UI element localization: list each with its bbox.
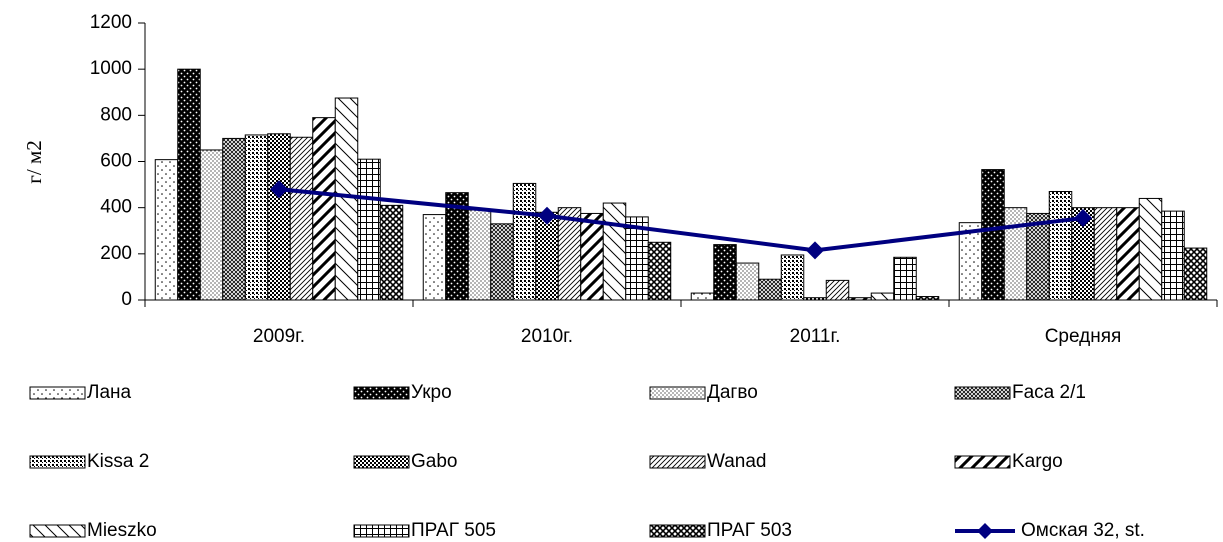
bar [357,158,381,301]
bar [1048,191,1073,301]
bar [981,169,1005,301]
bar [199,149,224,301]
legend-marker [977,523,993,539]
y-tick-label: 200 [100,243,132,264]
bar [289,136,314,301]
legend-swatch [29,455,86,469]
bar [893,256,917,301]
legend-swatch [353,386,410,400]
legend-swatch [649,455,706,469]
legend-label: ПРАГ 505 [411,520,496,541]
y-tick-label: 1200 [90,12,132,33]
legend-label: Faca 2/1 [1012,382,1086,403]
x-tick-label: 2010г. [521,326,573,347]
legend-label: Mieszko [87,520,157,541]
x-tick-label: 2009г. [253,326,305,347]
legend-label: ПРАГ 503 [707,520,792,541]
x-tick-label: Средняя [1045,326,1122,347]
legend-swatch [353,455,410,469]
legend-label: Омская 32, st. [1021,520,1145,541]
legend-swatch [649,386,706,400]
marker [1074,209,1092,228]
bar [848,297,872,301]
legend-swatch [649,524,706,538]
bar [177,68,201,301]
bar [758,278,782,301]
legend-label: Wanad [707,451,767,472]
legend-label: Дагво [707,382,758,403]
bar [713,244,737,301]
bar [580,212,604,301]
y-axis-label: г/ м2 [22,140,46,184]
line [278,187,1084,253]
bar [267,133,291,301]
bar [1116,207,1140,301]
legend-swatch [954,386,1011,400]
marker [270,180,288,199]
bar [535,211,559,301]
bar [244,134,269,301]
bar [490,223,514,301]
legend-swatch [353,524,410,538]
marker [538,206,556,225]
legend-label: Укро [411,382,452,403]
bar [512,182,537,301]
bar [870,292,895,301]
bar [154,159,179,301]
bar [690,292,715,301]
bar [1003,207,1028,301]
bar [1183,247,1208,301]
bar [825,279,850,301]
bar [222,137,246,301]
legend-label: Kargo [1012,451,1063,472]
bar [647,241,672,301]
bar [803,297,827,301]
y-tick-label: 0 [121,289,132,310]
legend-swatch [954,455,1011,469]
bar [602,202,627,301]
bar [379,204,404,301]
y-tick-label: 600 [100,151,132,172]
y-tick-label: 800 [100,104,132,125]
legend-swatch [29,524,86,538]
legend-label: Kissa 2 [87,451,149,472]
bar [334,97,359,301]
legend-swatch [29,386,86,400]
x-tick-label: 2011г. [790,326,841,347]
marker [806,241,824,260]
y-tick-label: 400 [100,197,132,218]
bar [312,117,336,301]
bar [1138,197,1163,301]
bar [422,214,447,301]
bar [735,262,760,301]
bar [1161,210,1185,301]
y-tick-label: 1000 [90,58,132,79]
bar [915,296,940,301]
bar [1093,207,1118,301]
legend-label: Gabo [411,451,457,472]
bar [467,209,492,301]
legend-label: Лана [87,382,132,403]
bar [780,254,805,301]
